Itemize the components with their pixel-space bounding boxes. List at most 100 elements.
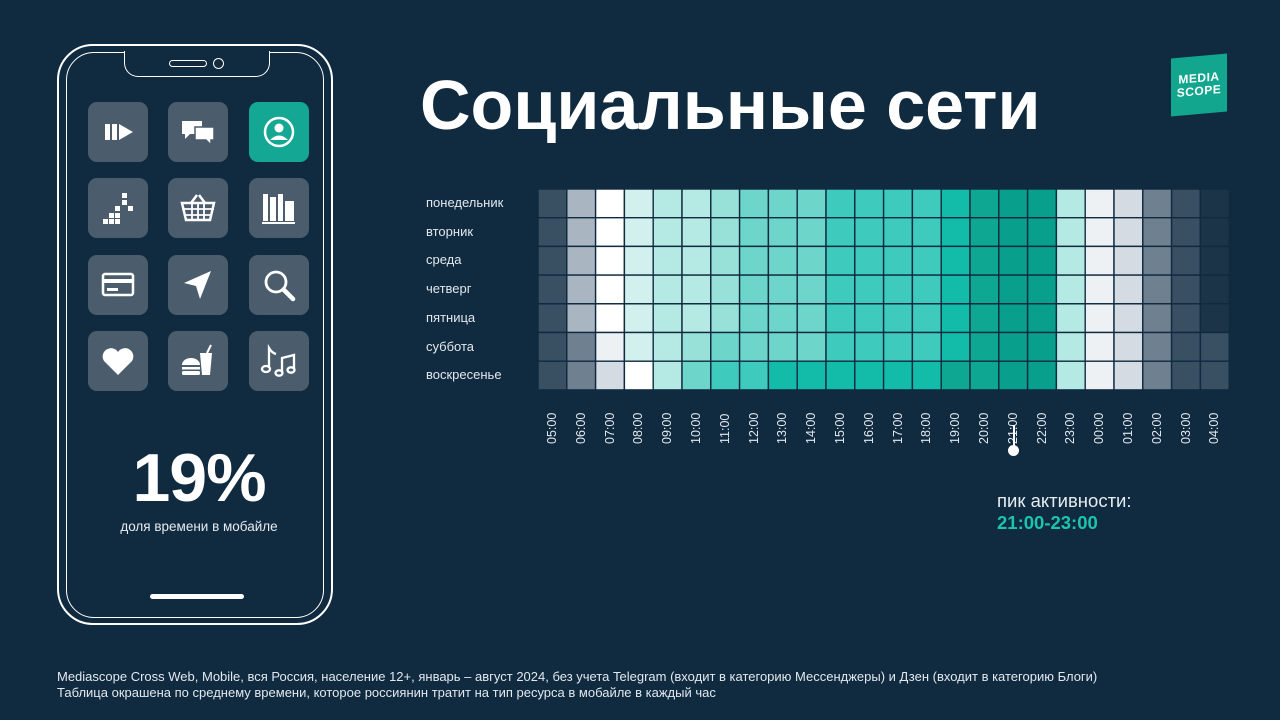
- heatmap-cell: [594, 360, 626, 391]
- heatmap-cell: [1113, 360, 1144, 391]
- heatmap-row-label: пятница: [426, 309, 476, 325]
- app-messages: [168, 102, 228, 162]
- heatmap-cell: [1142, 245, 1173, 276]
- peak-label: пик активности:: [997, 490, 1132, 511]
- heatmap-cell: [566, 303, 597, 334]
- heatmap-cell: [594, 303, 626, 334]
- app-search: [249, 255, 309, 315]
- food-icon: [182, 344, 212, 375]
- heatmap-cell: [767, 331, 798, 362]
- heatmap-cell: [998, 303, 1029, 334]
- heatmap-cell: [940, 216, 971, 248]
- heatmap-cell: [1113, 303, 1144, 334]
- heatmap-column-label: 22:00: [1034, 412, 1049, 444]
- heatmap-cell: [1199, 303, 1230, 334]
- heatmap-cell: [1026, 303, 1058, 334]
- phone-speaker: [169, 60, 207, 67]
- footnote-source: Mediascope Cross Web, Mobile, вся Россия…: [57, 669, 1098, 684]
- navigation-icon: [184, 271, 211, 299]
- heatmap-column-label: 05:00: [545, 412, 559, 444]
- heatmap-cell: [537, 188, 568, 219]
- phone-frame: [57, 44, 333, 625]
- heatmap-cell: [710, 188, 741, 219]
- heatmap-cell: [594, 331, 626, 362]
- heatmap-cell: [969, 331, 1000, 362]
- heatmap-cell: [940, 331, 971, 362]
- heatmap-cell: [537, 360, 568, 391]
- heatmap-cell: [1026, 245, 1058, 276]
- heatmap-cell: [594, 245, 626, 276]
- heatmap-cell: [854, 245, 885, 276]
- heatmap-cell: [1026, 274, 1058, 305]
- heatmap-cell: [738, 303, 770, 334]
- heatmap-cell: [1199, 216, 1230, 248]
- heatmap-cell: [911, 331, 942, 362]
- heatmap-column-label: 17:00: [890, 412, 905, 444]
- heart-icon: [102, 348, 134, 375]
- heatmap-cell: [1026, 331, 1058, 362]
- heatmap-cell: [998, 188, 1029, 219]
- peak-marker-line: [1013, 425, 1015, 447]
- heatmap-cell: [1142, 331, 1173, 362]
- heatmap-cell: [1199, 245, 1230, 276]
- heatmap-cell: [796, 245, 827, 276]
- heatmap-cell: [1170, 274, 1202, 305]
- heatmap-cell: [1113, 245, 1144, 276]
- heatmap-cell: [594, 188, 626, 219]
- heatmap-column-label: 04:00: [1207, 412, 1222, 444]
- heatmap-cell: [854, 360, 885, 391]
- heatmap-cell: [681, 216, 712, 248]
- heatmap-cell: [652, 360, 683, 391]
- heatmap-cell: [969, 360, 1000, 391]
- app-heart: [88, 331, 148, 391]
- heatmap-column-label: 03:00: [1178, 412, 1193, 444]
- heatmap-cell: [882, 274, 914, 305]
- heatmap-cell: [1055, 188, 1086, 219]
- heatmap-cell: [738, 331, 770, 362]
- heatmap-cell: [623, 331, 654, 362]
- heatmap-cell: [1142, 188, 1173, 219]
- heatmap-cell: [566, 245, 597, 276]
- heatmap-cell: [1170, 245, 1202, 276]
- heatmap-cell: [825, 188, 856, 219]
- heatmap-column-label: 13:00: [775, 412, 790, 444]
- heatmap-cell: [681, 188, 712, 219]
- heatmap-cell: [623, 216, 654, 248]
- heatmap-column-label: 16:00: [861, 412, 876, 444]
- heatmap-cell: [681, 331, 712, 362]
- heatmap-cell: [738, 274, 770, 305]
- peak-marker-dot: [1008, 445, 1019, 456]
- heatmap-cell: [854, 331, 885, 362]
- heatmap-cell: [911, 188, 942, 219]
- heatmap-cell: [537, 245, 568, 276]
- app-books: [249, 178, 309, 238]
- heatmap-cell: [969, 274, 1000, 305]
- heatmap-cell: [623, 274, 654, 305]
- heatmap-column-label: 10:00: [689, 412, 703, 444]
- heatmap-cell: [623, 245, 654, 276]
- heatmap-cell: [998, 331, 1029, 362]
- heatmap-column-label: 18:00: [919, 412, 934, 444]
- app-music: [249, 331, 309, 391]
- heatmap-cell: [882, 331, 914, 362]
- heatmap-cell: [911, 274, 942, 305]
- heatmap-cell: [1084, 303, 1115, 334]
- heatmap-cell: [652, 245, 683, 276]
- heatmap-row-label: четверг: [426, 281, 472, 297]
- heatmap-cell: [767, 274, 798, 305]
- heatmap-cell: [738, 360, 770, 391]
- heatmap-column-label: 06:00: [573, 412, 588, 444]
- heatmap-cell: [969, 216, 1000, 248]
- heatmap-cell: [882, 245, 914, 276]
- phone-camera: [213, 58, 224, 69]
- heatmap-column-label: 11:00: [717, 413, 732, 444]
- heatmap-cell: [825, 245, 856, 276]
- heatmap-cell: [940, 188, 971, 219]
- heatmap-cell: [566, 360, 597, 391]
- heatmap-cell: [854, 216, 885, 248]
- phone-home-bar: [150, 594, 244, 599]
- heatmap-cell: [1026, 360, 1058, 391]
- heatmap-cell: [1199, 188, 1230, 219]
- heatmap-cell: [1084, 331, 1115, 362]
